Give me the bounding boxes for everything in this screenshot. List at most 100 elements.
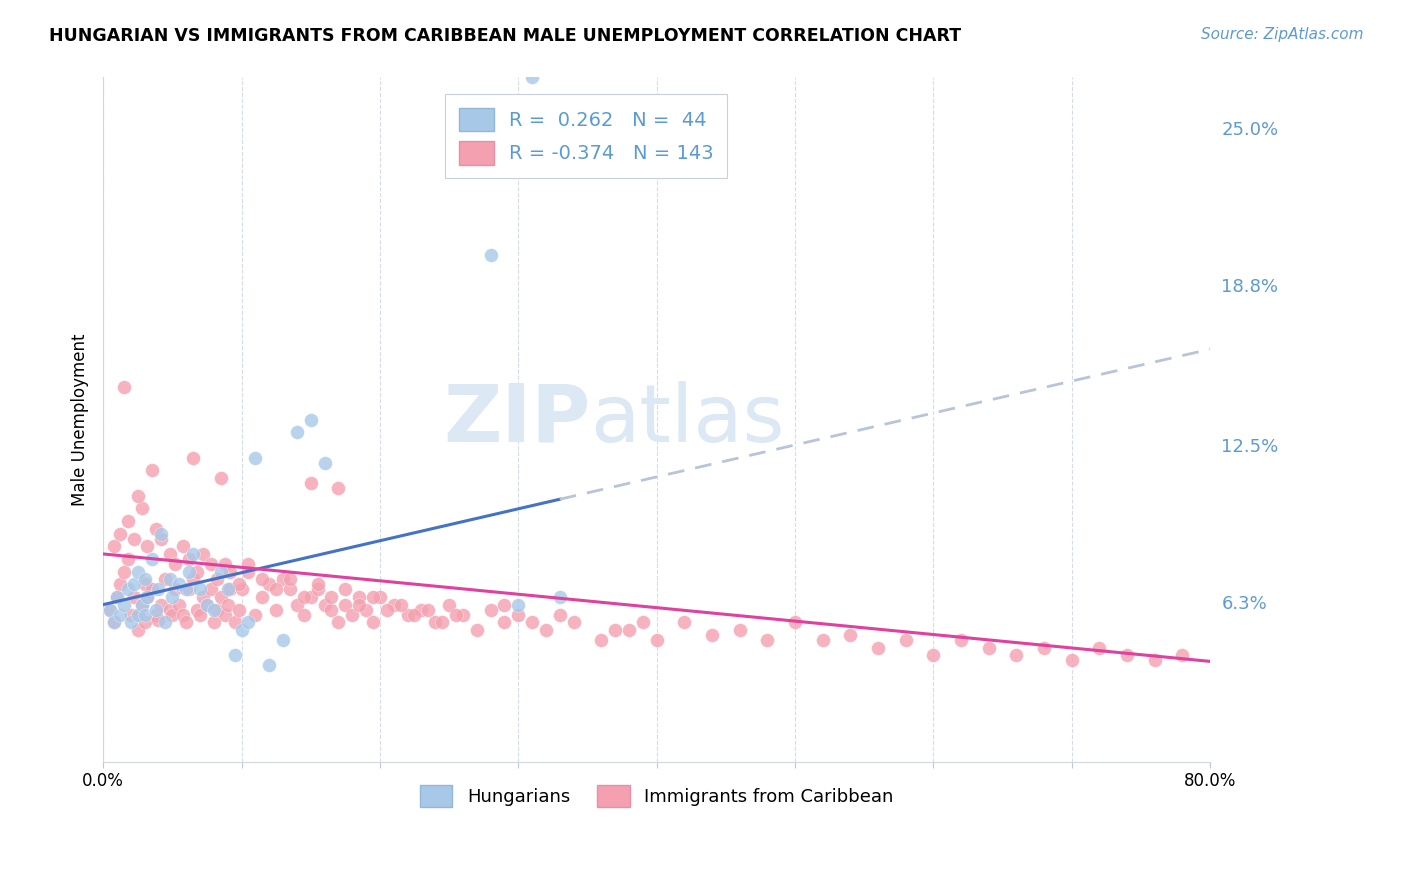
Point (479, 248, 502, 262)
Point (167, 598, 190, 612)
Point (368, 590, 391, 604)
Point (162, 607, 184, 622)
Point (271, 572, 294, 586)
Point (155, 572, 177, 586)
Point (591, 633, 613, 648)
Point (224, 615, 246, 630)
Point (534, 623, 557, 637)
Point (465, 623, 488, 637)
Point (756, 633, 779, 648)
Point (195, 598, 218, 612)
Point (112, 565, 135, 579)
Point (136, 590, 159, 604)
Point (264, 582, 287, 597)
Point (321, 603, 343, 617)
Point (150, 598, 173, 612)
Point (1033, 640, 1056, 655)
Point (494, 615, 516, 630)
Point (430, 615, 453, 630)
Point (202, 603, 225, 617)
Point (127, 607, 149, 622)
Point (134, 577, 156, 591)
Point (122, 577, 145, 591)
Point (231, 623, 253, 637)
Point (127, 623, 149, 637)
Text: ZIP: ZIP (443, 381, 591, 458)
Point (347, 590, 370, 604)
Legend: Hungarians, Immigrants from Caribbean: Hungarians, Immigrants from Caribbean (412, 778, 901, 814)
Point (98, 603, 121, 617)
Point (127, 489, 149, 503)
Point (894, 633, 917, 648)
Point (134, 607, 156, 622)
Point (174, 582, 197, 597)
Point (177, 552, 200, 566)
Point (342, 607, 364, 622)
Point (328, 481, 350, 495)
Point (285, 425, 308, 440)
Point (148, 582, 170, 597)
Point (188, 607, 211, 622)
Point (181, 547, 204, 561)
Point (148, 613, 170, 627)
Point (252, 572, 274, 586)
Point (141, 463, 163, 477)
Point (508, 607, 530, 622)
Point (167, 577, 190, 591)
Point (195, 598, 218, 612)
Point (361, 615, 384, 630)
Point (425, 615, 447, 630)
Point (605, 623, 627, 637)
Point (177, 582, 200, 597)
Point (700, 628, 723, 642)
Point (214, 607, 236, 622)
Point (534, 108, 557, 122)
Point (617, 623, 640, 637)
Point (238, 615, 260, 630)
Point (172, 539, 194, 553)
Point (112, 598, 135, 612)
Point (238, 565, 260, 579)
Point (200, 582, 222, 597)
Point (335, 598, 357, 612)
Point (188, 582, 211, 597)
Point (141, 582, 163, 597)
Point (103, 539, 125, 553)
Point (127, 565, 149, 579)
Point (494, 598, 516, 612)
Point (307, 577, 329, 591)
Point (271, 633, 294, 648)
Point (335, 582, 357, 597)
Point (219, 582, 242, 597)
Point (108, 526, 131, 541)
Point (361, 590, 384, 604)
Point (117, 552, 139, 566)
Point (839, 628, 862, 642)
Text: HUNGARIAN VS IMMIGRANTS FROM CARIBBEAN MALE UNEMPLOYMENT CORRELATION CHART: HUNGARIAN VS IMMIGRANTS FROM CARIBBEAN M… (49, 27, 962, 45)
Point (131, 501, 153, 516)
Point (411, 603, 433, 617)
Point (159, 572, 181, 586)
Point (257, 577, 280, 591)
Point (191, 547, 214, 561)
Point (299, 475, 322, 490)
Point (165, 582, 187, 597)
Point (548, 590, 571, 604)
Point (728, 623, 751, 637)
Point (520, 615, 543, 630)
Point (217, 582, 239, 597)
Point (307, 582, 329, 597)
Point (321, 590, 343, 604)
Point (172, 607, 194, 622)
Point (136, 539, 159, 553)
Point (117, 582, 139, 597)
Point (134, 615, 156, 630)
Text: Source: ZipAtlas.com: Source: ZipAtlas.com (1201, 27, 1364, 42)
Point (562, 615, 585, 630)
Point (257, 658, 280, 673)
Point (1116, 648, 1139, 663)
Point (314, 598, 336, 612)
Point (131, 598, 153, 612)
Point (404, 607, 426, 622)
Point (278, 582, 301, 597)
